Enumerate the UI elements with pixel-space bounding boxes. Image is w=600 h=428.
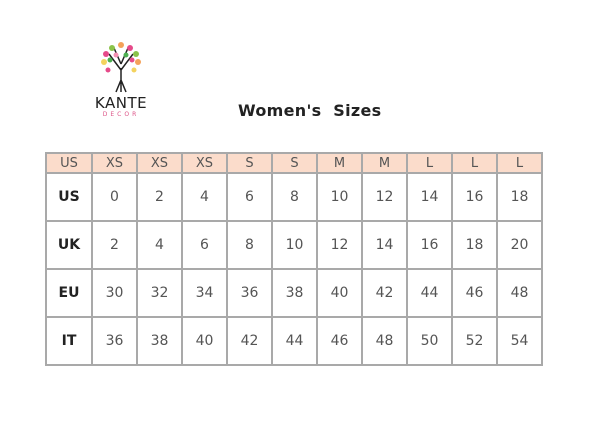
size-cell: 4 [136,220,183,270]
size-cell: 18 [496,172,543,222]
size-cell: 44 [406,268,453,318]
logo-brand: KANTE [94,94,148,112]
size-cell: 50 [406,316,453,366]
table-row: EU 30 32 34 36 38 40 42 44 46 48 [45,268,543,318]
size-cell: 14 [406,172,453,222]
size-cell: 40 [181,316,228,366]
header-cell: M [361,152,408,174]
size-cell: 44 [271,316,318,366]
header-cell: XS [91,152,138,174]
row-label: UK [45,220,93,270]
size-cell: 54 [496,316,543,366]
size-cell: 2 [91,220,138,270]
kante-decor-logo: KANTE DECOR [86,40,156,119]
size-cell: 4 [181,172,228,222]
table-row: UK 2 4 6 8 10 12 14 16 18 20 [45,220,543,270]
size-cell: 46 [316,316,363,366]
size-cell: 2 [136,172,183,222]
row-label: EU [45,268,93,318]
size-cell: 42 [361,268,408,318]
size-cell: 42 [226,316,273,366]
row-label: IT [45,316,93,366]
header-cell: L [496,152,543,174]
tree-icon [101,42,141,93]
size-cell: 48 [361,316,408,366]
size-cell: 8 [226,220,273,270]
size-cell: 46 [451,268,498,318]
row-label: US [45,172,93,222]
header-cell: S [226,152,273,174]
size-cell: 32 [136,268,183,318]
page-title: Women's Sizes [238,101,382,120]
size-cell: 18 [451,220,498,270]
size-cell: 40 [316,268,363,318]
size-cell: 12 [361,172,408,222]
size-cell: 6 [181,220,228,270]
size-table: US XS XS XS S S M M L L L US 0 2 4 6 8 10 12 14 16 18 UK 2 4 6 8 1… [45,152,543,366]
table-row: US 0 2 4 6 8 10 12 14 16 18 [45,172,543,222]
header-cell: US [45,152,93,174]
size-cell: 16 [451,172,498,222]
size-cell: 36 [226,268,273,318]
header-cell: L [451,152,498,174]
header-cell: M [316,152,363,174]
size-cell: 12 [316,220,363,270]
size-cell: 14 [361,220,408,270]
size-cell: 16 [406,220,453,270]
size-cell: 10 [271,220,318,270]
size-cell: 36 [91,316,138,366]
size-cell: 38 [136,316,183,366]
header-row: US XS XS XS S S M M L L L [45,152,543,174]
logo-sub: DECOR [102,111,140,118]
header-cell: XS [181,152,228,174]
header-cell: L [406,152,453,174]
size-cell: 10 [316,172,363,222]
size-cell: 52 [451,316,498,366]
table-row: IT 36 38 40 42 44 46 48 50 52 54 [45,316,543,366]
size-cell: 8 [271,172,318,222]
size-cell: 0 [91,172,138,222]
size-cell: 34 [181,268,228,318]
size-cell: 38 [271,268,318,318]
size-cell: 20 [496,220,543,270]
size-cell: 30 [91,268,138,318]
size-cell: 48 [496,268,543,318]
header-cell: S [271,152,318,174]
size-cell: 6 [226,172,273,222]
header-cell: XS [136,152,183,174]
